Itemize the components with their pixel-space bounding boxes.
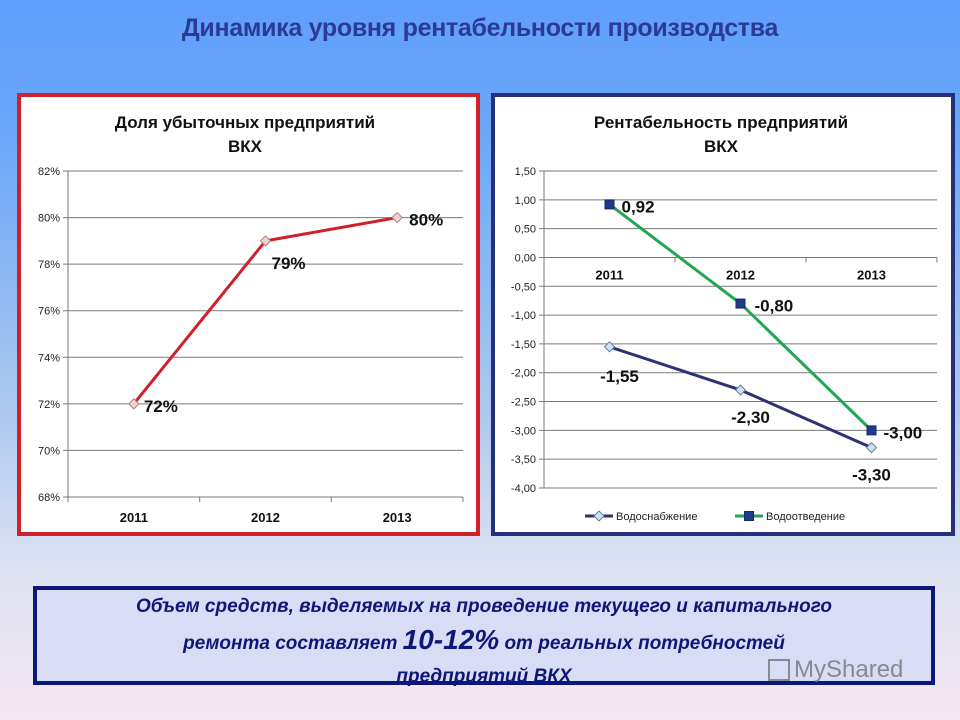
y-axis-ticks: 1,50 1,00 0,50 0,00 -0,50 -1,00 -1,50 -2,00 -2,5… <box>511 166 536 495</box>
x-category-label: 2011 <box>595 267 623 282</box>
watermark: MyShared <box>768 656 903 684</box>
note-text: ремонта составляет <box>183 633 403 654</box>
chart-legend: Водоснабжение Водоотведение <box>585 510 845 523</box>
y-tick-label: 0,50 <box>515 224 536 236</box>
diamond-marker <box>593 510 605 522</box>
presentation-icon <box>768 659 790 681</box>
chart-unprofitable-share: Доля убыточных предприятий ВКХ 82% 80% 78%… <box>38 113 464 525</box>
chart-title-line2: ВКХ <box>228 137 263 156</box>
chart-title-line2: ВКХ <box>704 137 739 156</box>
y-tick-label: 78% <box>38 259 60 271</box>
square-marker <box>866 425 877 436</box>
diamond-marker <box>259 235 272 247</box>
y-tick-label: 74% <box>38 352 60 364</box>
square-marker <box>604 199 615 210</box>
y-tick-label: 68% <box>38 492 60 504</box>
y-tick-label: -2,00 <box>511 368 536 380</box>
highlight-percentage: 10-12% <box>402 624 500 655</box>
diamond-marker <box>865 441 878 454</box>
chart-title-line1: Рентабельность предприятий <box>594 113 848 132</box>
data-label: -2,30 <box>731 408 770 427</box>
data-series: -1,55 -2,30 -3,30 0,92 -0,80 -3,00 <box>600 197 922 484</box>
y-tick-label: -3,00 <box>511 425 536 437</box>
y-tick-label: 72% <box>38 399 60 411</box>
data-label: 80% <box>409 211 443 230</box>
y-tick-label: 1,50 <box>515 166 536 178</box>
y-tick-label: -1,00 <box>511 310 536 322</box>
watermark-text: MyShared <box>794 656 904 683</box>
y-axis-ticks: 82% 80% 78% 76% 74% 72% 70% 68% <box>38 166 60 504</box>
chart-panel-profitability: Рентабельность предприятий ВКХ 1,50 1,00 0… <box>491 93 955 536</box>
diamond-marker <box>128 398 140 410</box>
x-category-label: 2012 <box>251 510 280 525</box>
y-tick-label: -4,00 <box>511 483 536 495</box>
y-tick-label: 1,00 <box>515 195 536 207</box>
data-label: 72% <box>144 397 178 416</box>
x-category-label: 2013 <box>383 510 412 525</box>
note-text: от реальных потребностей <box>499 633 785 654</box>
series-line <box>609 345 873 450</box>
y-tick-label: -0,50 <box>511 281 536 293</box>
diamond-marker <box>603 341 616 353</box>
data-label: 0,92 <box>622 197 655 216</box>
y-tick-label: -2,50 <box>511 397 536 409</box>
square-marker <box>735 298 746 309</box>
x-axis: 2011 2012 2013 <box>543 257 938 282</box>
summary-note: Объем средств, выделяемых на проведение … <box>33 586 935 687</box>
note-line-1: Объем средств, выделяемых на проведение … <box>136 596 832 617</box>
x-category-label: 2011 <box>120 510 148 525</box>
chart-title-line1: Доля убыточных предприятий <box>115 113 375 132</box>
y-tick-label: 70% <box>38 445 60 457</box>
note-line-3: предприятий ВКХ <box>396 666 572 687</box>
slide-title: Динамика уровня рентабельности производс… <box>181 14 779 42</box>
gridlines <box>539 170 937 489</box>
y-tick-label: -3,50 <box>511 454 536 466</box>
data-label: 79% <box>272 254 306 273</box>
series-line <box>608 203 873 432</box>
data-label: -1,55 <box>600 367 639 386</box>
x-category-label: 2012 <box>726 267 755 282</box>
y-tick-label: -1,50 <box>511 339 536 351</box>
y-tick-label: 76% <box>38 306 60 318</box>
square-marker <box>744 511 754 521</box>
data-label: -3,30 <box>852 466 891 485</box>
data-series: 72% 79% 80% <box>128 211 443 416</box>
x-axis: 2011 2012 2013 <box>67 497 464 525</box>
y-tick-label: 80% <box>38 213 60 225</box>
data-label: -3,00 <box>884 423 923 442</box>
note-line-2: ремонта составляет 10-12% от реальных по… <box>37 623 931 660</box>
diamond-marker <box>391 211 403 224</box>
data-label: -0,80 <box>755 297 794 316</box>
chart-panel-unprofitable-share: Доля убыточных предприятий ВКХ 82% 80% 78%… <box>17 93 480 536</box>
y-tick-label: 0,00 <box>515 252 536 264</box>
chart-profitability: Рентабельность предприятий ВКХ 1,50 1,00 0… <box>511 113 938 523</box>
x-category-label: 2013 <box>857 267 886 282</box>
diamond-marker <box>734 384 747 396</box>
legend-label: Водоснабжение <box>616 511 697 523</box>
legend-label: Водоотведение <box>766 511 845 523</box>
y-tick-label: 82% <box>38 166 60 178</box>
gridlines <box>63 170 463 498</box>
